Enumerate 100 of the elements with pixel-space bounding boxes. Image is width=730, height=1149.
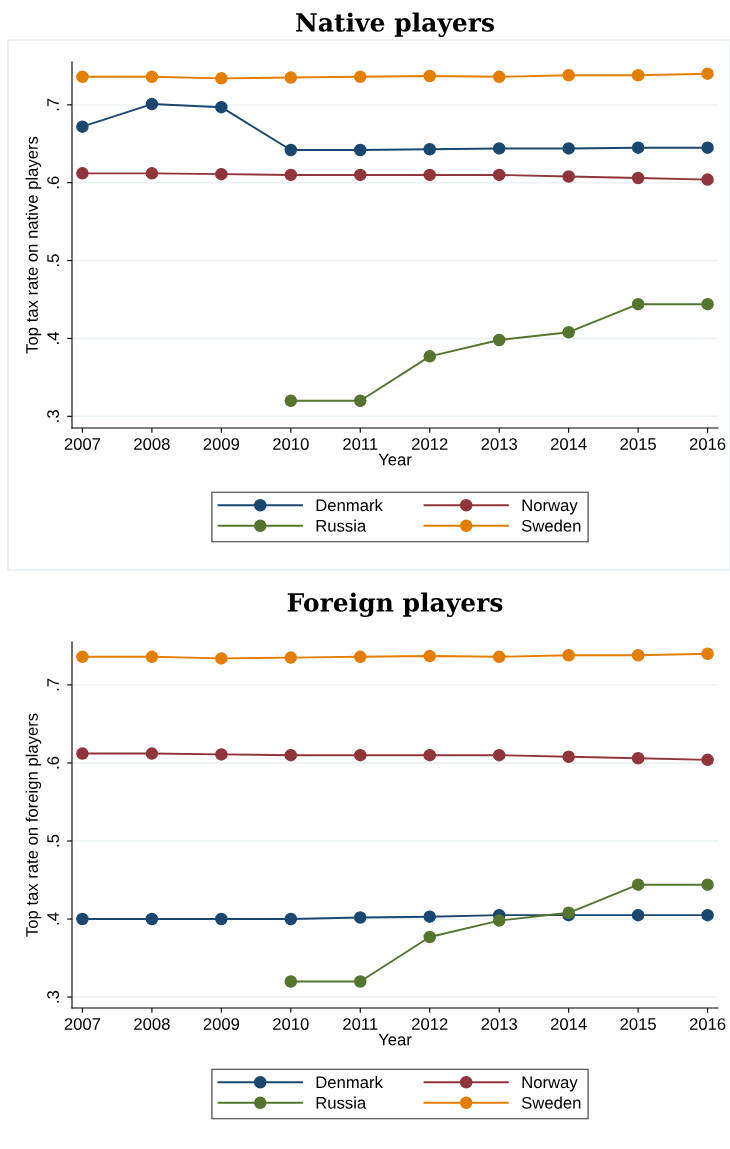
- point: [423, 649, 436, 663]
- point: [701, 753, 714, 767]
- point: [423, 910, 436, 923]
- y-tick-label: .6: [47, 756, 59, 769]
- y-tick-label: .4: [47, 912, 59, 925]
- point: [492, 70, 506, 84]
- x-tick-label: 2015: [620, 438, 656, 450]
- point: [423, 350, 436, 363]
- legend-label: Denmark: [316, 498, 383, 512]
- point: [631, 908, 645, 922]
- point: [215, 100, 228, 114]
- point: [284, 71, 298, 84]
- point: [76, 650, 89, 664]
- point: [284, 975, 298, 988]
- point: [423, 930, 436, 944]
- point: [215, 748, 228, 761]
- point: [354, 143, 367, 157]
- point: [423, 142, 436, 156]
- x-tick-label: 2014: [550, 438, 587, 450]
- point: [354, 650, 367, 664]
- point: [215, 167, 228, 181]
- x-tick-label: 2013: [481, 438, 517, 450]
- x-tick-label: 2009: [203, 1018, 240, 1030]
- point: [631, 752, 645, 765]
- point: [701, 878, 714, 891]
- legend-label: Sweden: [521, 1096, 581, 1109]
- point: [631, 649, 645, 662]
- legend-label: Russia: [316, 519, 367, 532]
- x-tick-label: 2007: [64, 1018, 101, 1030]
- point: [562, 68, 575, 82]
- point: [76, 747, 89, 760]
- x-tick-label: 2012: [412, 438, 448, 450]
- point: [701, 297, 714, 311]
- legend-label: Russia: [316, 1096, 367, 1109]
- legend-label: Sweden: [521, 519, 581, 532]
- x-tick-label: 2010: [273, 1018, 309, 1030]
- point: [492, 914, 506, 927]
- point: [145, 70, 159, 84]
- point: [284, 748, 298, 762]
- point: [215, 652, 228, 665]
- x-tick-label: 2013: [481, 1018, 517, 1030]
- x-tick-label: 2014: [550, 1018, 587, 1030]
- point: [492, 142, 506, 155]
- point: [492, 748, 506, 762]
- y-tick-label: .7: [47, 678, 59, 691]
- x-tick-label: 2009: [203, 438, 240, 450]
- legend-label: Norway: [522, 499, 578, 515]
- point: [145, 747, 159, 760]
- point: [701, 173, 714, 186]
- point: [354, 168, 367, 182]
- point: [631, 141, 645, 154]
- point: [76, 912, 89, 926]
- x-axis-title: Year: [378, 1033, 412, 1046]
- point: [145, 650, 159, 664]
- x-tick-label: 2007: [64, 438, 101, 450]
- point: [631, 878, 645, 891]
- x-tick-label: 2011: [343, 438, 378, 450]
- y-tick-label: .3: [47, 410, 59, 422]
- y-tick-label: .5: [47, 254, 59, 266]
- x-tick-label: 2008: [134, 438, 170, 450]
- point: [354, 975, 367, 988]
- point: [562, 649, 575, 662]
- point: [284, 651, 298, 664]
- point: [284, 394, 298, 407]
- x-tick-label: 2012: [412, 1018, 448, 1030]
- point: [354, 70, 367, 84]
- point: [492, 650, 506, 664]
- point: [145, 167, 159, 180]
- point: [76, 167, 89, 180]
- point: [284, 168, 298, 182]
- point: [145, 97, 159, 111]
- x-tick-label: 2015: [620, 1018, 656, 1030]
- point: [284, 143, 298, 157]
- point: [76, 70, 89, 84]
- point: [631, 68, 645, 82]
- chart-title: Native players: [296, 12, 495, 37]
- y-tick-label: .3: [47, 990, 59, 1003]
- x-tick-label: 2016: [689, 438, 726, 450]
- point: [562, 750, 575, 763]
- x-axis-title: Year: [378, 453, 412, 466]
- y-tick-label: .4: [47, 331, 59, 344]
- point: [354, 394, 367, 407]
- y-tick-label: .6: [47, 176, 59, 189]
- point: [423, 69, 436, 83]
- chart-title: Foreign players: [287, 592, 503, 617]
- point: [354, 911, 367, 924]
- x-tick-label: 2011: [343, 1018, 378, 1030]
- point: [215, 912, 228, 926]
- point: [701, 141, 714, 154]
- y-axis-title: Top tax rate on native players: [25, 136, 42, 354]
- point: [492, 168, 506, 182]
- x-tick-label: 2008: [134, 1018, 170, 1030]
- y-axis-title: Top tax rate on foreign players: [25, 713, 42, 937]
- point: [215, 72, 228, 85]
- x-tick-label: 2016: [689, 1018, 726, 1030]
- legend-label: Denmark: [316, 1075, 383, 1089]
- y-tick-label: .7: [47, 98, 59, 111]
- legend-label: Norway: [522, 1076, 578, 1092]
- point: [701, 908, 714, 922]
- point: [562, 170, 575, 183]
